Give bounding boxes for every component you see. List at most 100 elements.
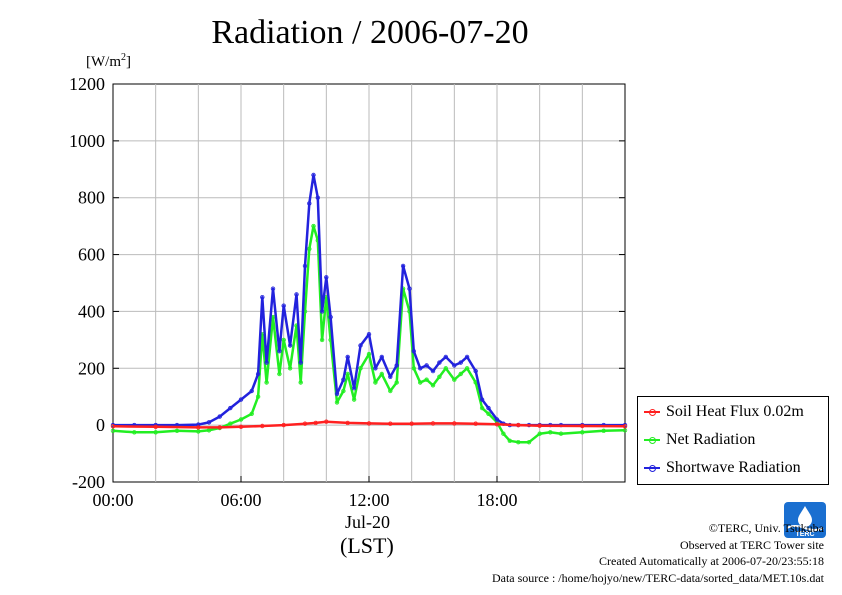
series-net-radiation-point (132, 430, 137, 435)
series-shortwave-radiation-point (452, 363, 457, 368)
series-net-radiation-point (622, 428, 628, 433)
series-soil-heat-flux-point (452, 421, 457, 426)
y-tick-label: 600 (78, 245, 105, 265)
series-net-radiation-point (437, 374, 442, 379)
series-net-radiation-point (394, 380, 399, 385)
series-shortwave-radiation-point (255, 371, 261, 377)
series-shortwave-radiation-point (277, 349, 282, 354)
series-shortwave-radiation-point (238, 397, 244, 402)
series-shortwave-radiation-point (373, 366, 378, 371)
series-shortwave-radiation-point (341, 377, 346, 382)
x-tick-label: 00:00 (92, 490, 133, 510)
series-shortwave-radiation-point (479, 397, 485, 402)
series-shortwave-radiation-point (464, 354, 470, 360)
series-net-radiation-point (443, 366, 448, 371)
legend-item-soil-heat-flux: Soil Heat Flux 0.02m (644, 402, 804, 422)
series-net-radiation-point (358, 366, 363, 371)
footer-source: Data source : /home/hojyo/new/TERC-data/… (491, 570, 824, 585)
series-net-radiation-point (196, 429, 201, 434)
series-shortwave-radiation-point (486, 405, 491, 411)
legend-item-shortwave-radiation: Shortwave Radiation (644, 458, 801, 478)
legend-label-soil: Soil Heat Flux 0.02m (666, 403, 804, 420)
series-net-radiation-point (452, 377, 457, 382)
y-unit-close: ] (126, 54, 131, 70)
series-net-radiation-point (281, 337, 286, 343)
series-net-radiation-point (238, 417, 244, 422)
series-net-radiation-point (153, 430, 158, 435)
series-shortwave-radiation-point (394, 363, 399, 368)
series-shortwave-radiation-point (366, 332, 372, 337)
series-shortwave-radiation-point (328, 314, 333, 320)
series-net-radiation-point (458, 371, 463, 377)
series-net-radiation-point (287, 366, 293, 371)
series-net-radiation-point (526, 440, 532, 445)
footer-created: Created Automatically at 2006-07-20/23:5… (599, 554, 824, 568)
series-soil-heat-flux-point (345, 420, 350, 426)
y-unit-superscript: 2 (121, 52, 126, 63)
y-tick-label: 400 (78, 301, 105, 321)
legend-label-net: Net Radiation (666, 431, 756, 448)
y-tick-label: -200 (72, 472, 105, 492)
series-net-radiation-point (479, 405, 485, 411)
series-shortwave-radiation-point (281, 303, 286, 308)
series-net-radiation-point (507, 438, 512, 443)
series-shortwave-radiation-point (217, 414, 222, 419)
series-soil-heat-flux-point (537, 423, 542, 428)
series-shortwave-radiation-point (311, 172, 316, 178)
legend-swatch-shortwave (644, 465, 660, 472)
series-shortwave-radiation-point (249, 388, 254, 394)
chart-title: Radiation / 2006-07-20 (211, 14, 529, 51)
series-shortwave-radiation-point (358, 343, 363, 348)
footer-copyright: ©TERC, Univ. Tsukuba (708, 521, 824, 535)
series-net-radiation-point (334, 400, 340, 405)
series-shortwave-radiation-point (270, 286, 276, 291)
y-tick-label: 800 (78, 188, 105, 208)
series-soil-heat-flux-point (366, 421, 372, 426)
series (110, 172, 628, 445)
series-net-radiation-point (366, 351, 372, 357)
series-net-radiation-point (558, 431, 564, 436)
series-net-radiation-point (411, 366, 416, 371)
legend-swatch-net (644, 437, 660, 444)
series-net-radiation-point (430, 383, 436, 388)
series-shortwave-radiation-point (302, 263, 308, 269)
legend-swatch-soil (644, 409, 660, 416)
series-shortwave-radiation-point (345, 354, 350, 360)
series-net-radiation-point (307, 246, 312, 252)
series-soil-heat-flux-point (409, 421, 414, 426)
series-net-radiation-point (277, 371, 282, 377)
series-net-radiation-point (174, 428, 180, 433)
series-soil-heat-flux-point (388, 421, 393, 426)
legend: Soil Heat Flux 0.02m Net Radiation Short… (637, 396, 829, 485)
legend-item-net-radiation: Net Radiation (644, 430, 755, 450)
series-net-radiation-point (255, 394, 261, 399)
series-soil-heat-flux-point (494, 422, 500, 427)
series-soil-heat-flux-point (580, 423, 585, 429)
series-net-radiation-point (319, 337, 325, 343)
series-soil-heat-flux-point (516, 422, 521, 428)
series-shortwave-radiation-point (260, 295, 265, 300)
series-shortwave-radiation-point (206, 420, 212, 425)
series-soil-heat-flux-point (313, 420, 318, 426)
series-soil-heat-flux-point (238, 424, 244, 429)
series-soil-heat-flux-point (430, 421, 436, 426)
series-net-radiation-point (418, 380, 423, 385)
series-net-radiation-point (388, 388, 393, 394)
terc-logo-icon: TERC (784, 502, 826, 538)
series-shortwave-radiation-point (430, 368, 436, 374)
series-soil-heat-flux-point (324, 419, 329, 424)
series-shortwave-radiation-point (494, 417, 500, 422)
series-shortwave-radiation-point (319, 309, 325, 314)
series-shortwave-radiation-point (264, 360, 269, 365)
series-shortwave-radiation-point (458, 360, 463, 365)
series-net-radiation-point (464, 366, 470, 371)
series-shortwave-radiation-point (473, 368, 478, 374)
series-soil-heat-flux-point (622, 424, 628, 429)
footer-site: Observed at TERC Tower site (679, 537, 824, 552)
series-shortwave-radiation-point (315, 195, 320, 200)
series-net-radiation-point (110, 428, 116, 433)
y-tick-label: 1000 (69, 131, 105, 151)
logo-text: TERC (795, 531, 814, 538)
series-shortwave-radiation (113, 173, 625, 427)
